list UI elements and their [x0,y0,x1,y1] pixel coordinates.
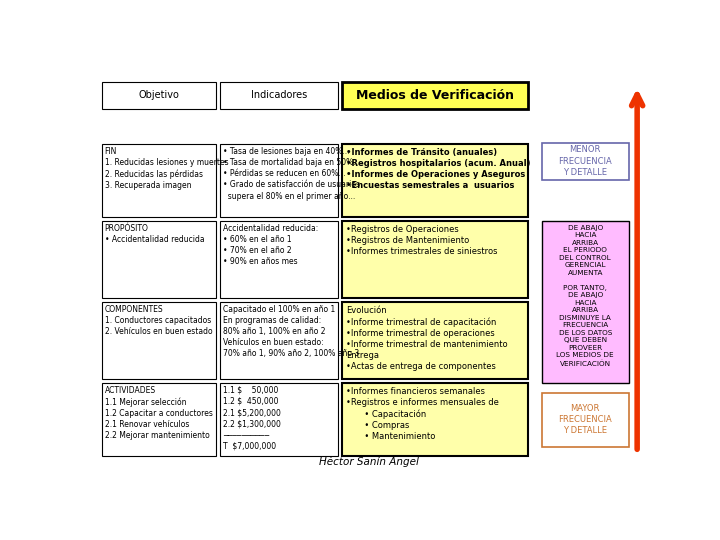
Text: 1.1 $    50,000
1.2 $  450,000
2.1 $5,200,000
2.2 $1,300,000
──────────
T  $7,00: 1.1 $ 50,000 1.2 $ 450,000 2.1 $5,200,00… [223,386,282,450]
Text: •Informes de Tránsito (anuales)
•Registros hospitalarios (acum. Anual)
•Informes: •Informes de Tránsito (anuales) •Registr… [346,148,530,190]
Bar [220,144,338,217]
Text: Capacitado el 100% en año 1
En programas de calidad:
80% año 1, 100% en año 2
Ve: Capacitado el 100% en año 1 En programas… [223,305,359,359]
Bar [342,302,528,379]
Text: •Informes financieros semanales
•Registros e informes mensuales de
       • Capa: •Informes financieros semanales •Registr… [346,387,499,441]
Bar [542,143,629,179]
Bar [542,221,629,383]
Bar [102,82,216,109]
Bar [342,82,528,109]
Text: COMPONENTES
1. Conductores capacitados
2. Vehículos en buen estado: COMPONENTES 1. Conductores capacitados 2… [104,305,212,336]
Bar [102,221,216,298]
Text: • Tasa de lesiones baja en 40%...
• Tasa de mortalidad baja en 50%...
• Pérdidas: • Tasa de lesiones baja en 40%... • Tasa… [223,147,361,200]
Text: Héctor Sanín Ángel: Héctor Sanín Ángel [319,455,419,467]
Text: Medios de Verificación: Medios de Verificación [356,89,514,102]
Text: Indicadores: Indicadores [251,90,307,100]
Bar [342,383,528,456]
Text: PROPÓSITO
• Accidentalidad reducida: PROPÓSITO • Accidentalidad reducida [104,224,204,244]
Text: Objetivo: Objetivo [138,90,179,100]
Text: •Registros de Operaciones
•Registros de Mantenimiento
•Informes trimestrales de : •Registros de Operaciones •Registros de … [346,225,498,256]
Text: Evolución
•Informe trimestral de capacitación
•Informe trimestral de operaciones: Evolución •Informe trimestral de capacit… [346,306,508,371]
Text: ACTIVIDADES
1.1 Mejorar selección
1.2 Capacitar a conductores
2.1 Renovar vehícu: ACTIVIDADES 1.1 Mejorar selección 1.2 Ca… [104,386,212,440]
Text: DE ABAJO
HACIA
ARRIBA
EL PERIODO
DEL CONTROL
GERENCIAL
AUMENTA

POR TANTO,
DE AB: DE ABAJO HACIA ARRIBA EL PERIODO DEL CON… [557,225,614,367]
Bar [102,302,216,379]
Text: MAYOR
FRECUENCIA
Y DETALLE: MAYOR FRECUENCIA Y DETALLE [558,404,612,435]
Bar [220,221,338,298]
Bar [342,144,528,217]
Bar [102,144,216,217]
Bar [220,302,338,379]
Text: Accidentalidad reducida:
• 60% en el año 1
• 70% en el año 2
• 90% en años mes: Accidentalidad reducida: • 60% en el año… [223,224,318,267]
Bar [102,383,216,456]
Bar [220,383,338,456]
Text: FIN
1. Reducidas lesiones y muertes
2. Reducidas las pérdidas
3. Recuperada imag: FIN 1. Reducidas lesiones y muertes 2. R… [104,147,228,190]
Bar [542,393,629,447]
Bar [220,82,338,109]
Text: MENOR
FRECUENCIA
Y DETALLE: MENOR FRECUENCIA Y DETALLE [558,145,612,177]
Bar [342,221,528,298]
